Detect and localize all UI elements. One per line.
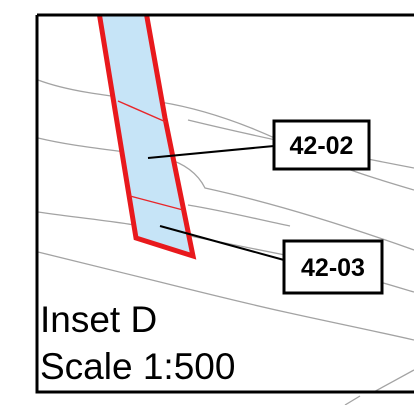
inset-frame bbox=[35, 13, 414, 394]
contour-line bbox=[37, 79, 414, 191]
page-margin-left bbox=[0, 0, 35, 405]
lot-divider bbox=[117, 100, 167, 123]
lot-label-42-03[interactable]: 42-03 bbox=[282, 239, 384, 295]
lot-label-box[interactable] bbox=[272, 119, 371, 171]
inset-title: Inset D bbox=[40, 299, 157, 340]
contour-line bbox=[37, 137, 414, 251]
contour-line bbox=[37, 251, 414, 341]
contour-line bbox=[344, 395, 361, 405]
leader-line-42-03 bbox=[159, 225, 285, 261]
lot-divider bbox=[129, 195, 184, 211]
lot-label-box[interactable] bbox=[282, 239, 384, 295]
page-margin-top bbox=[0, 0, 414, 14]
lot-label-42-02[interactable]: 42-02 bbox=[272, 119, 371, 171]
contour-line bbox=[187, 204, 291, 227]
inset-scale: Scale 1:500 bbox=[40, 346, 235, 387]
lot-label-text: 42-03 bbox=[301, 254, 365, 282]
lot-label-text: 42-02 bbox=[290, 132, 354, 160]
leader-line-42-02 bbox=[147, 145, 275, 159]
page-margin-bottom bbox=[0, 393, 414, 405]
